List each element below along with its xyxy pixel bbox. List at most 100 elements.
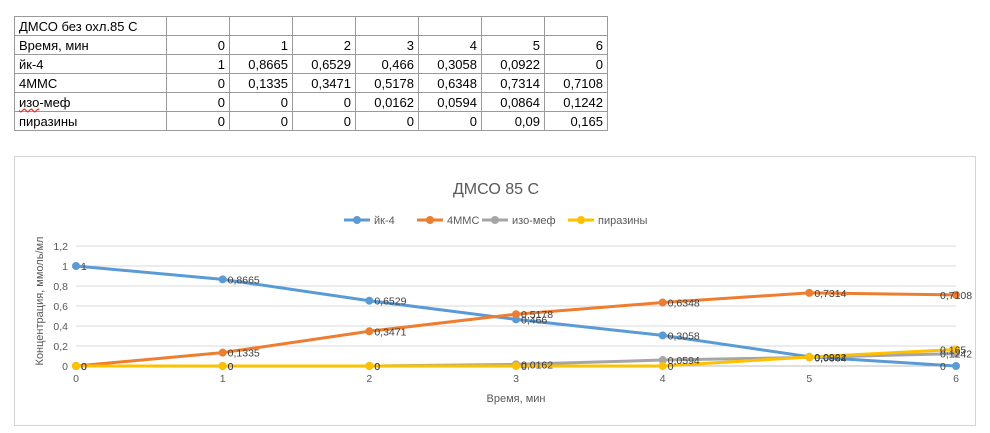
table-cell[interactable]: 0 <box>418 111 482 131</box>
table-cell[interactable]: 6 <box>544 35 608 55</box>
table-cell[interactable]: 0 <box>292 92 356 112</box>
table-cell[interactable]: 0,8665 <box>229 54 293 74</box>
row-label[interactable]: йк-4 <box>14 54 167 74</box>
table-row: Время, мин 0 1 2 3 4 5 6 <box>14 35 608 55</box>
table-cell[interactable]: 1 <box>229 35 293 55</box>
legend-marker <box>353 216 361 224</box>
y-tick-label: 0,4 <box>53 321 68 333</box>
table-cell[interactable]: 0,7314 <box>481 73 545 93</box>
data-point <box>512 310 520 319</box>
row-label[interactable]: изо-меф <box>14 92 167 112</box>
y-tick-label: 0,2 <box>53 341 68 353</box>
table-cell[interactable]: 0,0594 <box>418 92 482 112</box>
data-label: 0,09 <box>814 352 835 364</box>
table-cell[interactable]: 3 <box>355 35 419 55</box>
table-row: 4ММС 0 0,1335 0,3471 0,5178 0,6348 0,7314 0,710… <box>14 73 608 93</box>
data-point <box>365 362 374 370</box>
y-tick-label: 0,6 <box>53 301 68 313</box>
x-tick-label: 5 <box>806 373 812 385</box>
table-cell[interactable]: 0,466 <box>355 54 419 74</box>
row-label[interactable]: пиразины <box>14 111 167 131</box>
data-point <box>218 362 227 370</box>
table-cell[interactable]: 0 <box>229 111 293 131</box>
data-point <box>365 327 374 336</box>
y-tick-label: 0 <box>62 361 68 373</box>
data-point <box>658 298 667 307</box>
table-cell[interactable]: 0 <box>292 111 356 131</box>
x-axis-title: Время, мин <box>487 393 546 405</box>
empty-cell[interactable] <box>292 16 356 36</box>
table-cell[interactable]: 0 <box>229 92 293 112</box>
table-cell[interactable]: 0,6529 <box>292 54 356 74</box>
data-label: 0,0162 <box>521 359 553 371</box>
data-label: 0 <box>374 361 380 373</box>
table-cell[interactable]: 0,1335 <box>229 73 293 93</box>
chart-title: ДМСО 85 С <box>453 181 539 198</box>
table-title[interactable]: ДМСО без охл.85 С <box>14 16 167 36</box>
data-point <box>658 362 667 370</box>
data-label: 0,1335 <box>228 348 260 360</box>
empty-cell[interactable] <box>481 16 545 36</box>
data-label: 0,0864 <box>814 352 846 364</box>
table-cell[interactable]: 0 <box>166 92 230 112</box>
table-cell[interactable]: 0,0922 <box>481 54 545 74</box>
data-point <box>952 345 960 354</box>
legend-label: изо-меф <box>512 215 556 227</box>
table-row: пиразины 0 0 0 0 0 0,09 0,165 <box>14 111 608 131</box>
empty-cell[interactable] <box>229 16 293 36</box>
legend-label: пиразины <box>598 215 647 227</box>
x-tick-label: 4 <box>660 373 666 385</box>
data-label: 0,5178 <box>521 309 553 321</box>
table-cell[interactable]: 0,7108 <box>544 73 608 93</box>
data-label: 0 <box>81 361 87 373</box>
data-label: 0,0594 <box>668 355 700 367</box>
data-label: 0 <box>228 361 234 373</box>
data-point <box>512 362 520 370</box>
table-cell[interactable]: 1 <box>166 54 230 74</box>
table-cell[interactable]: 5 <box>481 35 545 55</box>
table-cell[interactable]: 0,09 <box>481 111 545 131</box>
table-cell[interactable]: 4 <box>418 35 482 55</box>
table-cell[interactable]: 0,3471 <box>292 73 356 93</box>
chart-area[interactable]: ДМСО 85 С 0 0,2 0,4 0,6 0,8 1 1,2 0 1 2 3 4 5 6 Время, … <box>14 156 976 426</box>
data-point <box>805 288 814 297</box>
table-cell[interactable]: 0 <box>355 111 419 131</box>
data-table: ДМСО без охл.85 С Время, мин 0 1 2 3 4 5 6 йк-4 1 0… <box>14 16 608 131</box>
table-cell[interactable]: 0,165 <box>544 111 608 131</box>
data-label: 0 <box>374 361 380 373</box>
x-tick-label: 6 <box>953 373 959 385</box>
data-label: 0,8665 <box>228 274 260 286</box>
table-cell[interactable]: 0,0162 <box>355 92 419 112</box>
empty-cell[interactable] <box>166 16 230 36</box>
table-cell[interactable]: 2 <box>292 35 356 55</box>
data-label: 0,6529 <box>374 296 406 308</box>
x-tick-label: 1 <box>220 373 226 385</box>
legend-label: йк-4 <box>374 215 395 227</box>
x-tick-label: 0 <box>73 373 79 385</box>
y-axis-title: Концентрация, ммоль/мл <box>34 237 46 366</box>
row-label[interactable]: 4ММС <box>14 73 167 93</box>
table-cell[interactable]: 0 <box>544 54 608 74</box>
table-cell[interactable]: 0,3058 <box>418 54 482 74</box>
row-label[interactable]: Время, мин <box>14 35 167 55</box>
empty-cell[interactable] <box>418 16 482 36</box>
data-point <box>218 275 227 284</box>
empty-cell[interactable] <box>544 16 608 36</box>
table-cell[interactable]: 0,0864 <box>481 92 545 112</box>
legend-marker <box>577 216 585 224</box>
y-tick-label: 1,2 <box>53 241 68 253</box>
table-cell[interactable]: 0,1242 <box>544 92 608 112</box>
data-label: 0 <box>228 361 234 373</box>
table-title-row: ДМСО без охл.85 С <box>14 16 608 36</box>
table-cell[interactable]: 0,6348 <box>418 73 482 93</box>
table-cell[interactable]: 0 <box>166 111 230 131</box>
data-point <box>72 362 80 370</box>
table-cell[interactable]: 0,5178 <box>355 73 419 93</box>
legend-marker <box>426 216 434 224</box>
y-tick-label: 1 <box>62 261 68 273</box>
empty-cell[interactable] <box>355 16 419 36</box>
data-label: 0,7314 <box>814 288 846 300</box>
table-cell[interactable]: 0 <box>166 73 230 93</box>
table-cell[interactable]: 0 <box>166 35 230 55</box>
data-point <box>72 262 80 270</box>
